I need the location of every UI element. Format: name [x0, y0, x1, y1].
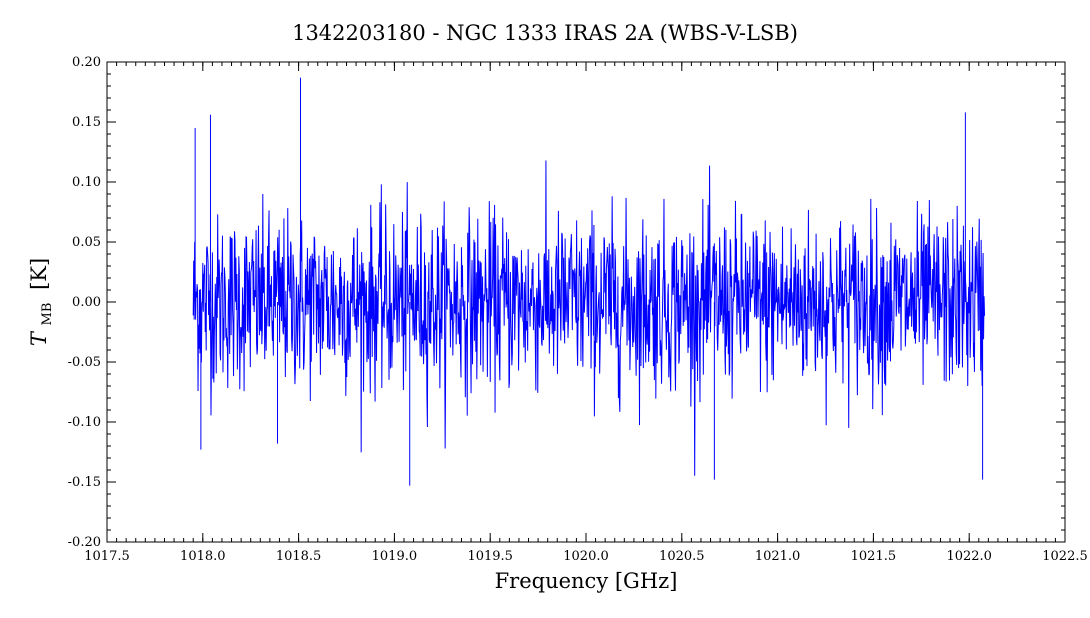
- y-axis-label-unit: [K]: [27, 258, 51, 290]
- y-axis-label-main: T: [27, 330, 51, 346]
- x-tick-label: 1019.0: [372, 549, 418, 564]
- y-tick-label: -0.10: [68, 415, 101, 430]
- y-tick-label: 0.10: [72, 175, 101, 190]
- x-tick-label: 1020.5: [659, 549, 705, 564]
- y-axis-label-sub: MB: [40, 303, 55, 326]
- x-tick-label: 1022.5: [1042, 549, 1088, 564]
- chart-title: 1342203180 - NGC 1333 IRAS 2A (WBS-V-LSB…: [292, 21, 798, 45]
- y-axis: -0.20 -0.15 -0.10 -0.05 0.00 0.05 0.10 0.15 0.20: [68, 55, 1065, 550]
- x-tick-label: 1018.0: [180, 549, 226, 564]
- x-tick-label: 1017.5: [84, 549, 130, 564]
- x-tick-label: 1018.5: [276, 549, 322, 564]
- x-tick-label: 1019.5: [467, 549, 513, 564]
- y-tick-label: 0.20: [72, 55, 101, 70]
- y-tick-label: 0.00: [72, 295, 101, 310]
- x-tick-label: 1020.0: [563, 549, 609, 564]
- x-tick-label: 1021.0: [755, 549, 801, 564]
- peak-marks: [194, 77, 984, 486]
- y-tick-label: 0.15: [72, 115, 101, 130]
- y-tick-label: -0.05: [68, 355, 101, 370]
- y-tick-label: 0.05: [72, 235, 101, 250]
- y-tick-label: -0.15: [68, 475, 101, 490]
- y-axis-label: T MB [K]: [27, 258, 56, 346]
- x-axis: 1017.5 1018.0 1018.5 1019.0 1019.5 1020.0 1020…: [84, 62, 1088, 564]
- x-tick-label: 1021.5: [851, 549, 897, 564]
- x-axis-label: Frequency [GHz]: [495, 569, 678, 593]
- y-tick-label: -0.20: [68, 535, 101, 550]
- series-line: [192, 160, 986, 476]
- x-tick-label: 1022.0: [946, 549, 992, 564]
